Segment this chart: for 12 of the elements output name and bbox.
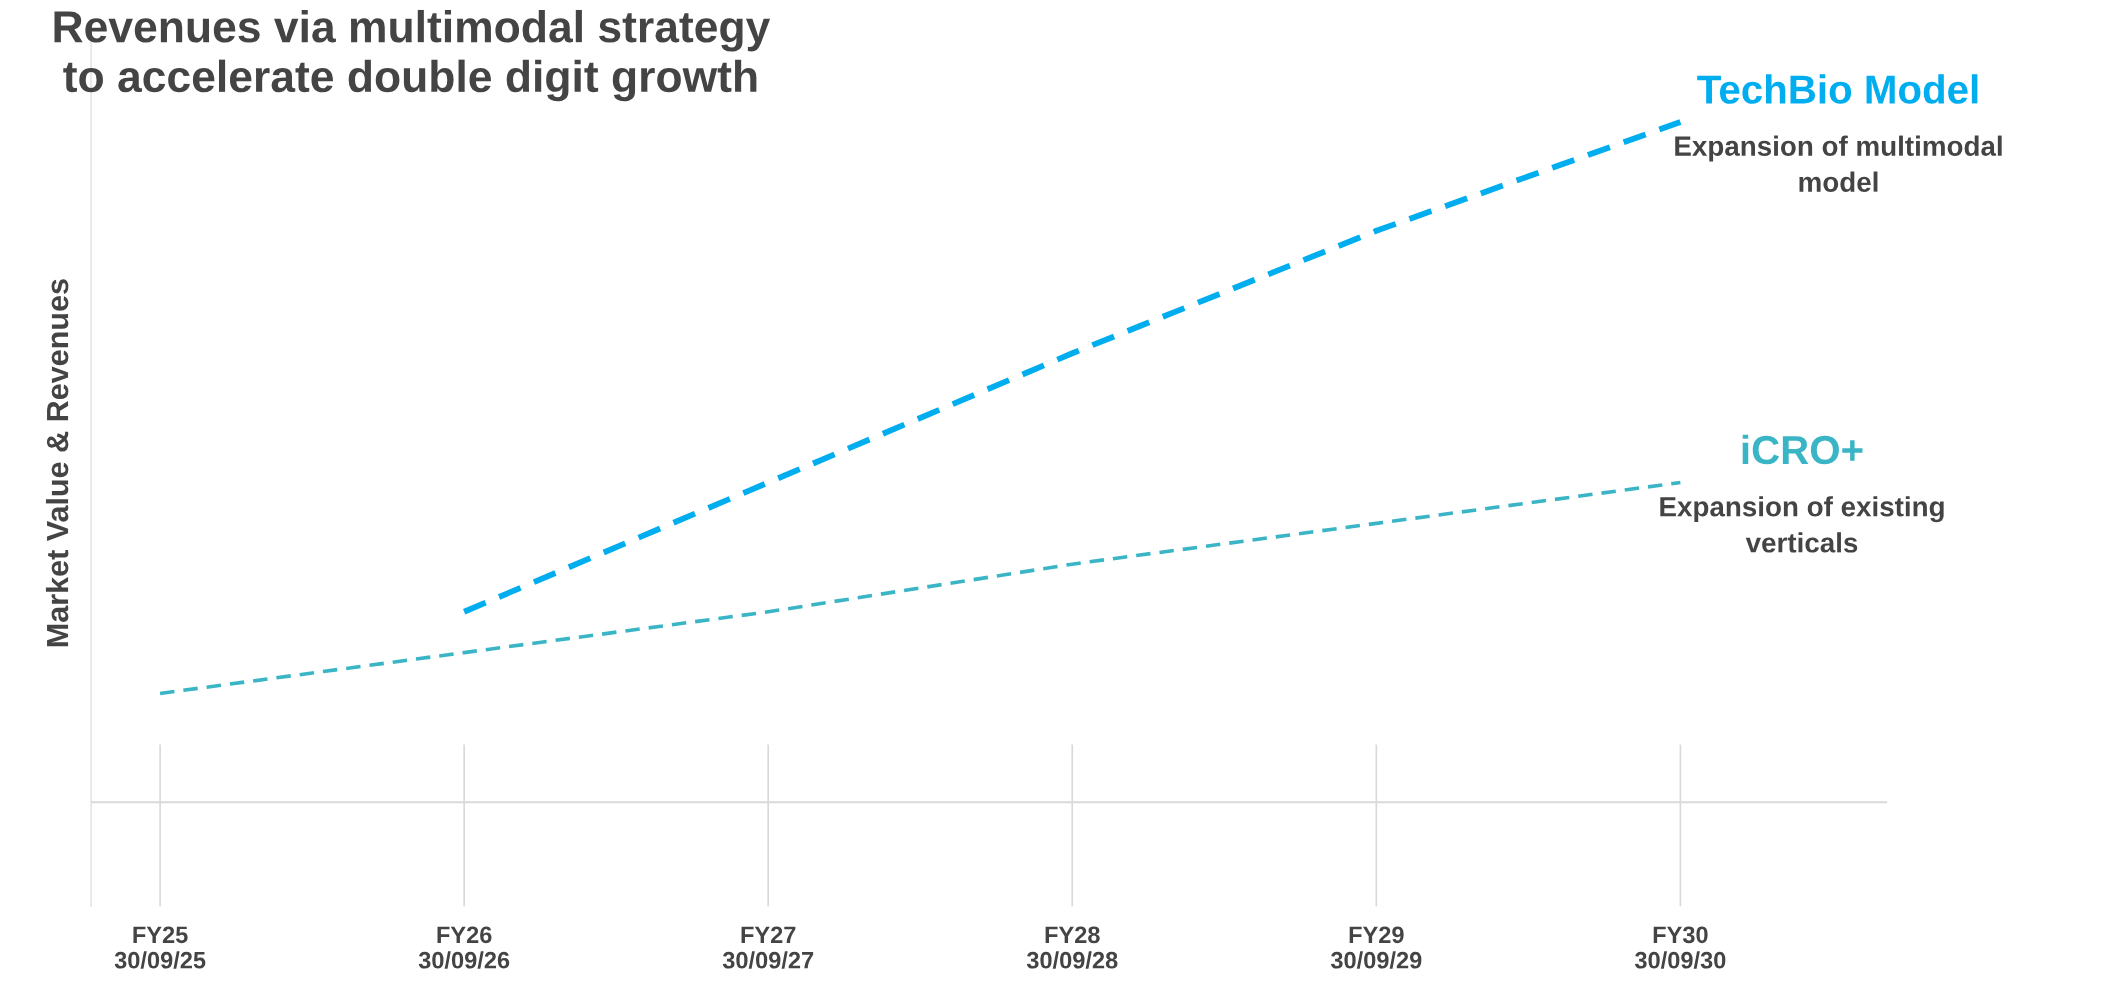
y-axis-title: Market Value & Revenues (45, 279, 69, 647)
x-tick-label: FY29 30/09/29 (1330, 926, 1422, 969)
series-label: TechBio Model (1697, 74, 1978, 104)
x-tick-label: FY25 30/09/25 (114, 926, 206, 969)
x-tick-label: FY28 30/09/28 (1026, 926, 1118, 969)
x-tick-label: FY26 30/09/26 (418, 926, 510, 969)
x-tick-label: FY30 30/09/30 (1634, 926, 1726, 969)
chart-title: Revenues via multimodal strategy to accelerate double digit growth (54, 9, 771, 102)
annotation: Expansion of existing verticals (1660, 496, 1944, 553)
annotation: Expansion of multimodal model (1675, 135, 2002, 192)
series-label: iCRO+ (1742, 434, 1863, 465)
x-tick-label: FY27 30/09/27 (722, 926, 814, 969)
